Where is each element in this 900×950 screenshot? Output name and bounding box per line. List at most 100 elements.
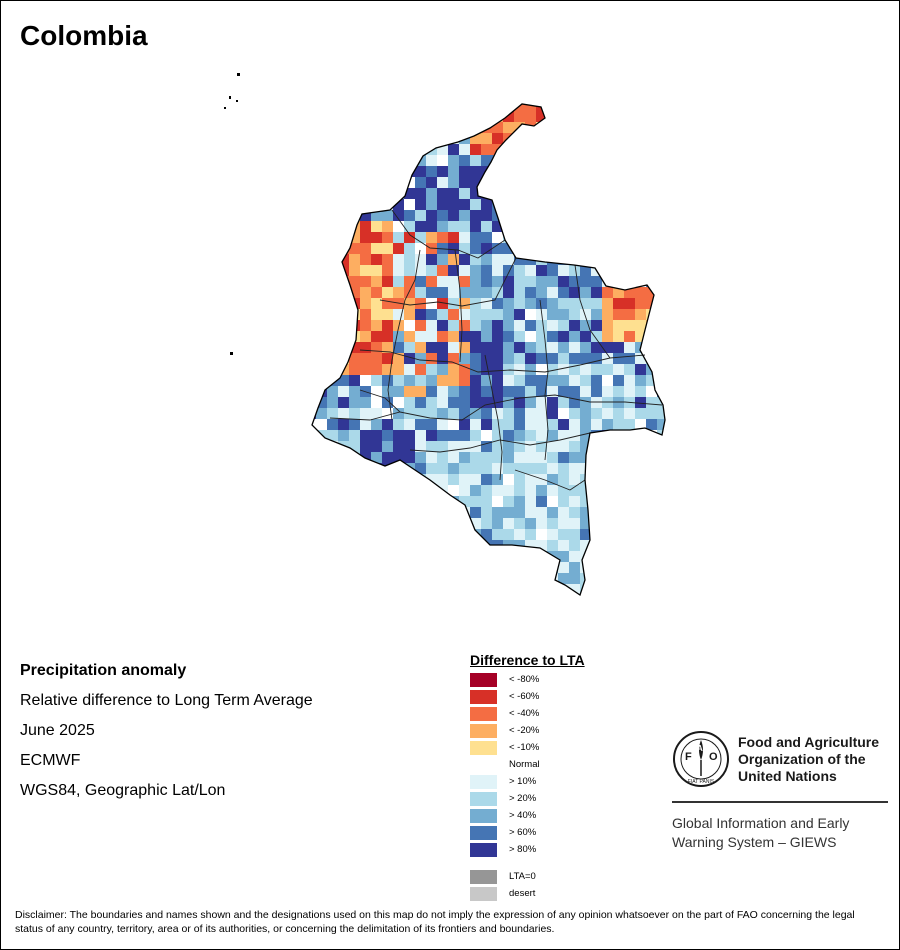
grid-cell [602, 386, 613, 397]
grid-cell [624, 452, 635, 463]
grid-cell [349, 210, 360, 221]
grid-cell [481, 155, 492, 166]
grid-cell [525, 518, 536, 529]
grid-cell [437, 221, 448, 232]
grid-cell [481, 529, 492, 540]
grid-cell [426, 342, 437, 353]
grid-cell [646, 177, 657, 188]
grid-cell [327, 122, 338, 133]
grid-cell [602, 199, 613, 210]
grid-cell [360, 210, 371, 221]
emblem-letter-a: A [697, 744, 703, 753]
grid-cell [393, 518, 404, 529]
grid-cell [591, 584, 602, 595]
grid-cell [382, 276, 393, 287]
grid-cell [338, 342, 349, 353]
grid-cell [415, 111, 426, 122]
grid-cell [668, 166, 679, 177]
grid-cell [536, 155, 547, 166]
grid-cell [470, 353, 481, 364]
grid-cell [580, 166, 591, 177]
grid-cell [536, 375, 547, 386]
grid-cell [591, 595, 602, 606]
grid-cell [569, 104, 580, 111]
grid-cell [470, 573, 481, 584]
grid-cell [547, 342, 558, 353]
grid-cell [503, 265, 514, 276]
grid-cell [437, 265, 448, 276]
grid-cell [426, 474, 437, 485]
grid-cell [536, 496, 547, 507]
grid-cell [492, 221, 503, 232]
grid-cell [470, 485, 481, 496]
grid-cell [415, 386, 426, 397]
grid-cell [437, 287, 448, 298]
legend-item-label: Normal [509, 759, 540, 770]
grid-cell [404, 309, 415, 320]
grid-cell [316, 111, 327, 122]
grid-cell [481, 287, 492, 298]
grid-cell [613, 430, 624, 441]
grid-cell [668, 474, 679, 485]
grid-cell [646, 104, 657, 111]
grid-cell [459, 353, 470, 364]
grid-cell [426, 104, 437, 111]
grid-cell [624, 375, 635, 386]
grid-cell [558, 309, 569, 320]
grid-cell [536, 595, 547, 606]
grid-cell [668, 551, 679, 562]
grid-cell [360, 584, 371, 595]
grid-cell [668, 188, 679, 199]
grid-cell [459, 364, 470, 375]
grid-cell [514, 210, 525, 221]
grid-cell [591, 353, 602, 364]
grid-cell [613, 265, 624, 276]
grid-cell [448, 419, 459, 430]
grid-cell [312, 309, 316, 320]
grid-cell [338, 584, 349, 595]
legend-item-label: > 20% [509, 793, 537, 804]
grid-cell [591, 166, 602, 177]
grid-cell [448, 155, 459, 166]
grid-cell [646, 474, 657, 485]
grid-cell [536, 474, 547, 485]
grid-cell [382, 309, 393, 320]
grid-cell [437, 584, 448, 595]
grid-cell [437, 309, 448, 320]
grid-cell [415, 441, 426, 452]
grid-cell [569, 342, 580, 353]
grid-cell [437, 375, 448, 386]
grid-cell [327, 518, 338, 529]
grid-cell [448, 540, 459, 551]
grid-cell [624, 386, 635, 397]
grid-cell [316, 144, 327, 155]
grid-cell [635, 166, 646, 177]
grid-cell [547, 155, 558, 166]
grid-cell [371, 111, 382, 122]
grid-cell [393, 441, 404, 452]
grid-cell [646, 243, 657, 254]
grid-cell [448, 287, 459, 298]
grid-cell [360, 573, 371, 584]
grid-cell [371, 529, 382, 540]
grid-cell [404, 419, 415, 430]
grid-cell [316, 595, 327, 606]
grid-cell [613, 419, 624, 430]
grid-cell [503, 452, 514, 463]
grid-cell [426, 298, 437, 309]
legend-extra-label: LTA=0 [509, 871, 536, 882]
grid-cell [657, 496, 665, 507]
grid-cell [613, 177, 624, 188]
legend-item-swatch [470, 775, 497, 789]
grid-cell [371, 104, 382, 111]
legend-item-swatch [470, 792, 497, 806]
grid-cell [470, 144, 481, 155]
grid-cell [481, 111, 492, 122]
grid-cell [437, 254, 448, 265]
grid-cell [547, 298, 558, 309]
grid-cell [393, 386, 404, 397]
grid-cell [668, 518, 679, 529]
grid-cell [514, 584, 525, 595]
grid-cell [470, 562, 481, 573]
grid-cell [470, 540, 481, 551]
